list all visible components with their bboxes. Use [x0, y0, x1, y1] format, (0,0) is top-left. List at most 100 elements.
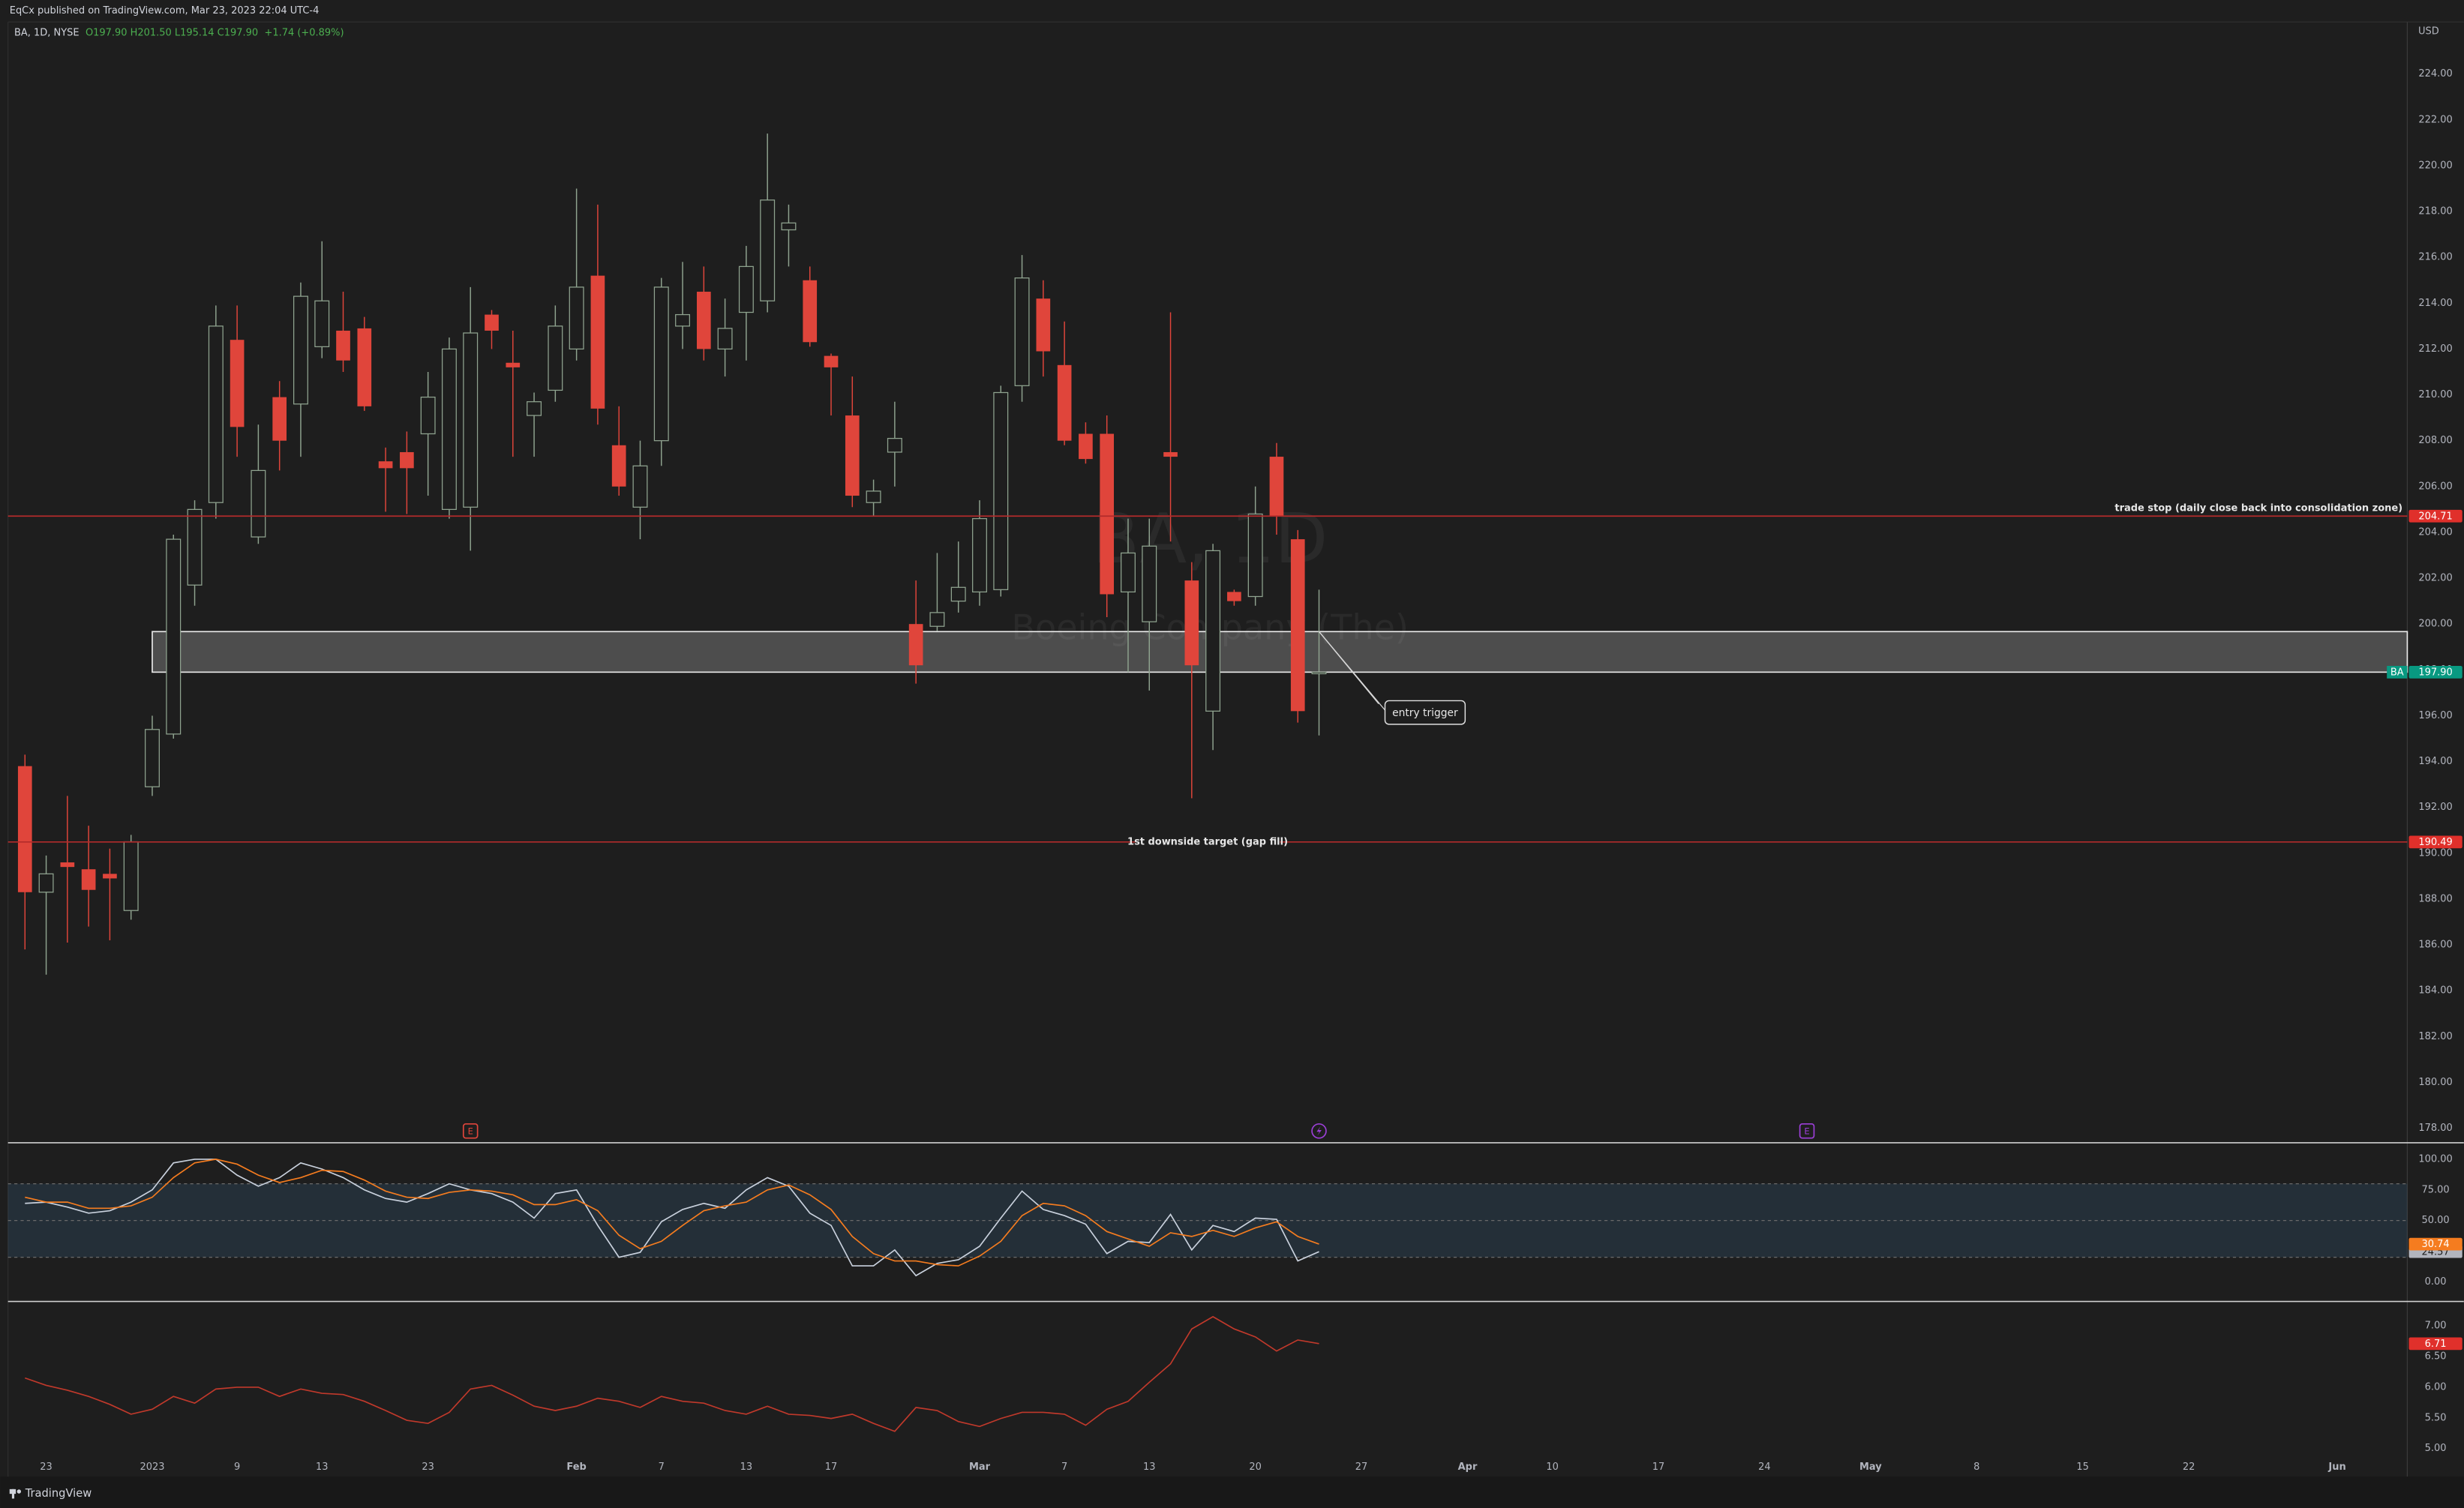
candle-body: [1079, 433, 1093, 460]
candle-body: [569, 286, 584, 350]
x-tick-label: 9: [234, 1462, 240, 1473]
y-tick-label: 5.50: [2425, 1412, 2447, 1423]
y-tick-label: 5.00: [2425, 1443, 2447, 1454]
candle-body: [1247, 513, 1263, 598]
y-tick-label: 212.00: [2418, 343, 2452, 355]
y-tick-label: 220.00: [2418, 160, 2452, 171]
y-tick-label: 192.00: [2418, 802, 2452, 813]
candle-body: [251, 469, 266, 538]
candle-body: [1311, 671, 1327, 675]
y-tick-label: 0.00: [2425, 1276, 2447, 1288]
event-bolt: [1316, 1126, 1322, 1136]
price-tag-label: 190.49: [2418, 837, 2452, 848]
candle-body: [357, 328, 372, 406]
y-tick-label: 178.00: [2418, 1123, 2452, 1134]
candle-body: [166, 538, 182, 735]
x-tick-label: 23: [40, 1462, 53, 1473]
candle-body: [378, 461, 393, 469]
event-icon: [462, 1123, 479, 1139]
x-tick-label: Feb: [566, 1462, 586, 1473]
event-label: E: [1804, 1126, 1809, 1137]
candle-body: [824, 355, 839, 367]
candle-body: [1163, 451, 1178, 457]
y-tick-label: 75.00: [2422, 1184, 2450, 1195]
price-tag-label: 197.90: [2418, 667, 2452, 678]
candle-body: [1205, 550, 1221, 712]
candle-body: [441, 348, 457, 510]
level-label: trade stop (daily close back into consol…: [2114, 502, 2402, 514]
y-tick-label: 180.00: [2418, 1077, 2452, 1088]
candle-body: [866, 490, 881, 503]
footer-brand: TradingView: [25, 1487, 92, 1500]
x-tick-label: 2023: [140, 1462, 164, 1473]
y-tick-label: 196.00: [2418, 710, 2452, 721]
candle-body: [760, 199, 776, 301]
candle-body: [230, 340, 245, 427]
logo-mark: [17, 1489, 22, 1494]
price-tag-label: 204.71: [2418, 511, 2452, 522]
y-tick-label: 100.00: [2418, 1153, 2452, 1165]
x-tick-label: 17: [1652, 1462, 1665, 1473]
y-tick-label: 210.00: [2418, 389, 2452, 400]
candle-body: [1184, 580, 1199, 666]
y-tick-label: 186.00: [2418, 940, 2452, 951]
y-tick-label: 194.00: [2418, 756, 2452, 767]
candle-body: [506, 362, 521, 367]
candle-body: [145, 729, 160, 787]
x-tick-label: 13: [316, 1462, 329, 1473]
x-tick-label: May: [1859, 1462, 1882, 1473]
x-tick-label: Apr: [1458, 1462, 1478, 1473]
candle-body: [103, 874, 117, 879]
candle-body: [717, 328, 733, 350]
price-tag: [2408, 835, 2462, 849]
y-tick-label: 6.00: [2425, 1381, 2447, 1393]
x-tick-label: 8: [1973, 1462, 1979, 1473]
candle-body: [1121, 552, 1136, 593]
x-tick-label: Jun: [2327, 1462, 2345, 1473]
x-tick-label: 7: [1061, 1462, 1067, 1473]
annotation-text: entry trigger: [1392, 707, 1458, 719]
x-tick-label: 13: [740, 1462, 753, 1473]
y-tick-label: 204.00: [2418, 526, 2452, 538]
x-tick-label: 13: [1143, 1462, 1156, 1473]
x-tick-label: 15: [2076, 1462, 2089, 1473]
candle-body: [123, 841, 139, 911]
candle-body: [336, 330, 350, 361]
x-tick-label: 27: [1355, 1462, 1368, 1473]
x-tick-label: 22: [2183, 1462, 2195, 1473]
level-label: 1st downside target (gap fill): [1127, 836, 1288, 847]
x-tick-label: 17: [825, 1462, 838, 1473]
candle-body: [632, 465, 648, 508]
price-tag: [2408, 1237, 2462, 1251]
series-line: [25, 1315, 1319, 1432]
event-icon: [1799, 1123, 1815, 1139]
candle-body: [590, 275, 605, 409]
candle-body: [1269, 457, 1284, 517]
candle-body: [675, 313, 691, 327]
y-tick-label: 224.00: [2418, 68, 2452, 79]
y-tick-label: 188.00: [2418, 893, 2452, 904]
x-tick-label: 10: [1546, 1462, 1559, 1473]
candle-body: [1100, 433, 1115, 595]
candle-body: [950, 586, 966, 602]
y-tick-label: 202.00: [2418, 573, 2452, 584]
candle-body: [527, 401, 542, 416]
x-tick-label: 23: [422, 1462, 434, 1473]
x-tick-label: 24: [1758, 1462, 1771, 1473]
candle-body: [60, 862, 75, 868]
candle-body: [208, 325, 224, 503]
x-tick-label: Mar: [969, 1462, 991, 1473]
price-tag-label: 30.74: [2422, 1239, 2450, 1250]
candle-body: [187, 508, 203, 586]
candle-body: [972, 517, 987, 593]
candle-body: [696, 292, 711, 349]
legend-change: +1.74 (+0.89%): [264, 27, 344, 38]
series-line: [25, 1159, 1319, 1267]
candle-body: [17, 766, 32, 892]
y-tick-label: 218.00: [2418, 206, 2452, 217]
series-line: [25, 1159, 1319, 1277]
logo-mark: [11, 1489, 15, 1499]
candle-body: [400, 451, 414, 469]
